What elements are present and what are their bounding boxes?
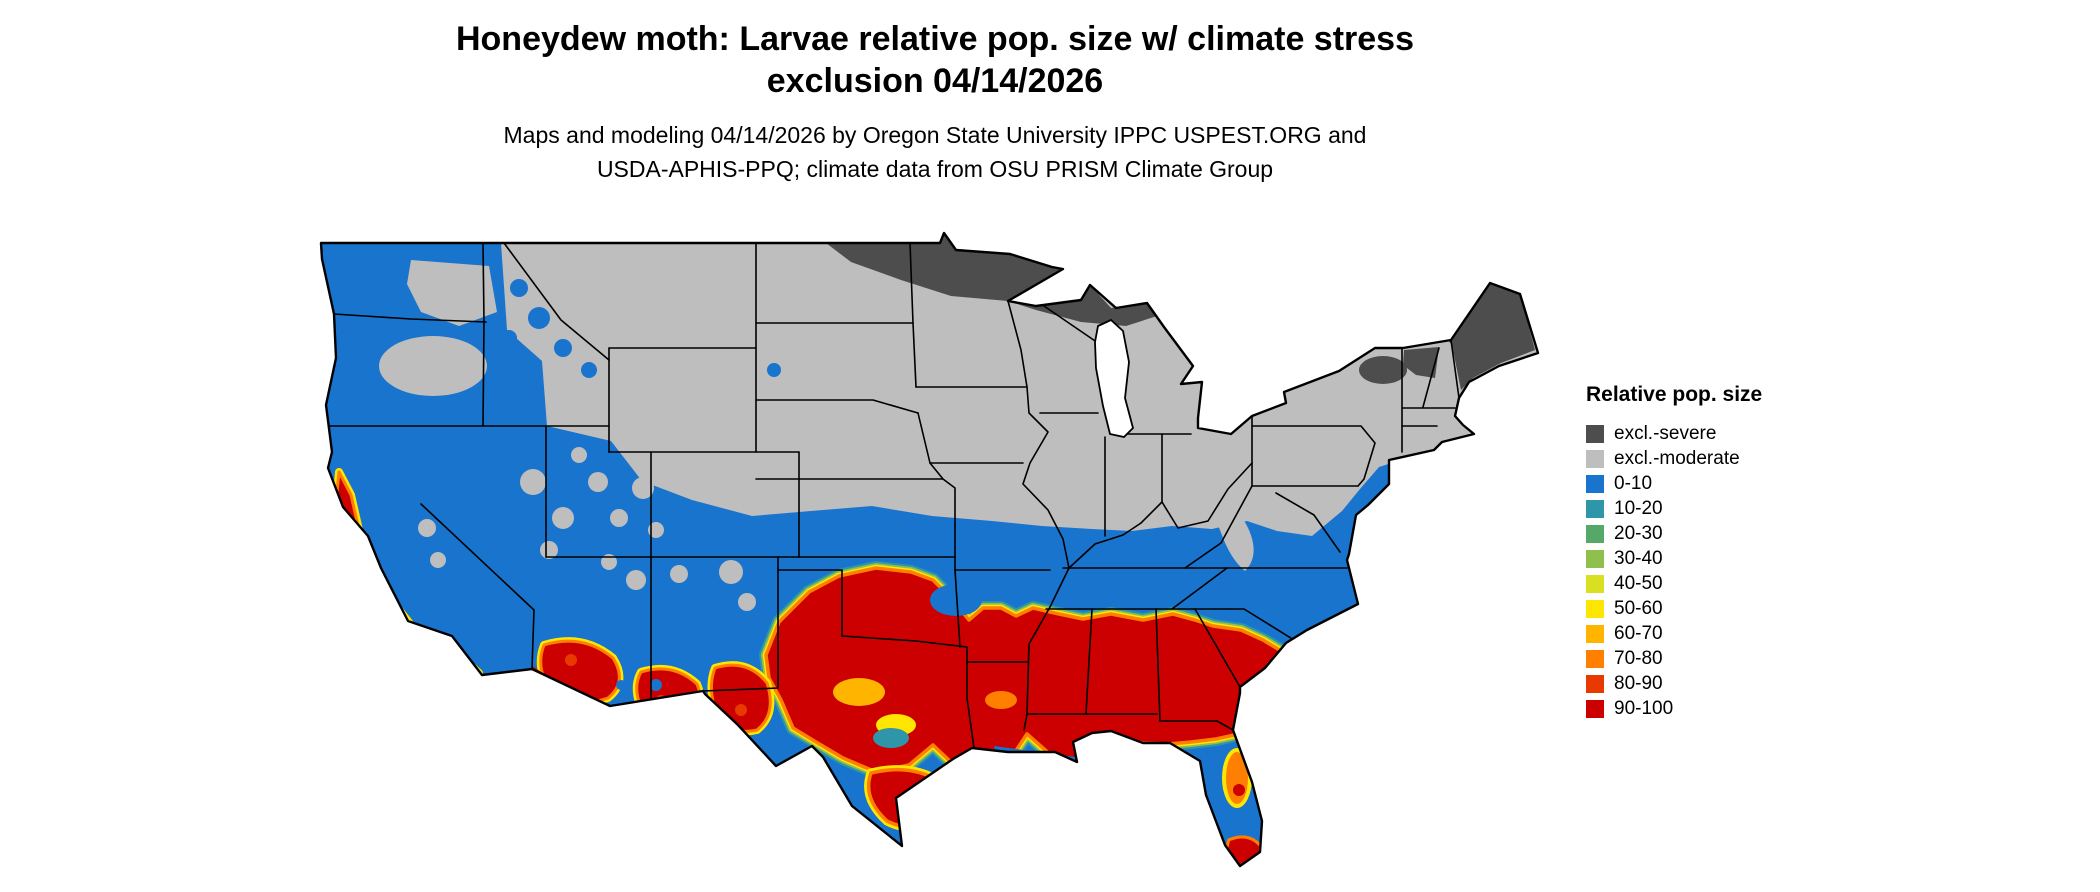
legend-label: 0-10 — [1614, 473, 1653, 494]
legend: Relative pop. size excl.-severe excl.-mo… — [1586, 383, 1846, 721]
legend-label: 80-90 — [1614, 673, 1663, 694]
legend-swatch-80-90 — [1586, 674, 1604, 693]
legend-item: 10-20 — [1586, 496, 1846, 521]
page-subtitle-line2: USDA-APHIS-PPQ; climate data from OSU PR… — [596, 156, 1274, 182]
legend-swatch-20-30 — [1586, 524, 1604, 543]
legend-item: excl.-moderate — [1586, 446, 1846, 471]
lake-michigan — [1094, 318, 1135, 438]
legend-item: 20-30 — [1586, 521, 1846, 546]
page-title-line2: exclusion 04/14/2026 — [766, 62, 1104, 100]
us-choropleth-map — [319, 231, 1540, 868]
legend-swatch-70-80 — [1586, 649, 1604, 668]
legend-label: 70-80 — [1614, 648, 1663, 669]
legend-swatch-excl-severe — [1586, 424, 1604, 443]
legend-swatch-60-70 — [1586, 624, 1604, 643]
legend-item: 70-80 — [1586, 646, 1846, 671]
page-title-line1: Honeydew moth: Larvae relative pop. size… — [455, 20, 1414, 58]
legend-item: 30-40 — [1586, 546, 1846, 571]
legend-swatch-50-60 — [1586, 599, 1604, 618]
page-subtitle: Maps and modeling 04/14/2026 by Oregon S… — [330, 118, 1540, 186]
map-layer-florida-detail — [1222, 748, 1267, 866]
map-layer-south-texas-patch — [864, 765, 954, 832]
legend-label: excl.-severe — [1614, 423, 1717, 444]
legend-swatch-excl-moderate — [1586, 449, 1604, 468]
legend-item: 60-70 — [1586, 621, 1846, 646]
legend-label: 60-70 — [1614, 623, 1663, 644]
legend-item: 0-10 — [1586, 471, 1846, 496]
legend-swatch-10-20 — [1586, 499, 1604, 518]
legend-item: 50-60 — [1586, 596, 1846, 621]
legend-label: 30-40 — [1614, 548, 1663, 569]
page-subtitle-line1: Maps and modeling 04/14/2026 by Oregon S… — [503, 122, 1367, 148]
us-outline — [319, 231, 1540, 868]
legend-label: 20-30 — [1614, 523, 1663, 544]
legend-label: 50-60 — [1614, 598, 1663, 619]
map-layer-state-borders — [325, 242, 1460, 749]
page-title: Honeydew moth: Larvae relative pop. size… — [330, 18, 1540, 102]
legend-label: 40-50 — [1614, 573, 1663, 594]
legend-title: Relative pop. size — [1586, 383, 1763, 406]
legend-swatch-90-100 — [1586, 699, 1604, 718]
legend-label: excl.-moderate — [1614, 448, 1740, 469]
legend-item: 40-50 — [1586, 571, 1846, 596]
legend-label: 90-100 — [1614, 698, 1674, 719]
legend-item: excl.-severe — [1586, 421, 1846, 446]
us-map — [311, 230, 1541, 892]
map-layer-west-exclusion-patches — [379, 260, 1254, 611]
legend-swatch-30-40 — [1586, 549, 1604, 568]
legend-item: 80-90 — [1586, 671, 1846, 696]
legend-label: 10-20 — [1614, 498, 1663, 519]
legend-swatch-0-10 — [1586, 474, 1604, 493]
legend-item: 90-100 — [1586, 696, 1846, 721]
legend-swatch-40-50 — [1586, 574, 1604, 593]
